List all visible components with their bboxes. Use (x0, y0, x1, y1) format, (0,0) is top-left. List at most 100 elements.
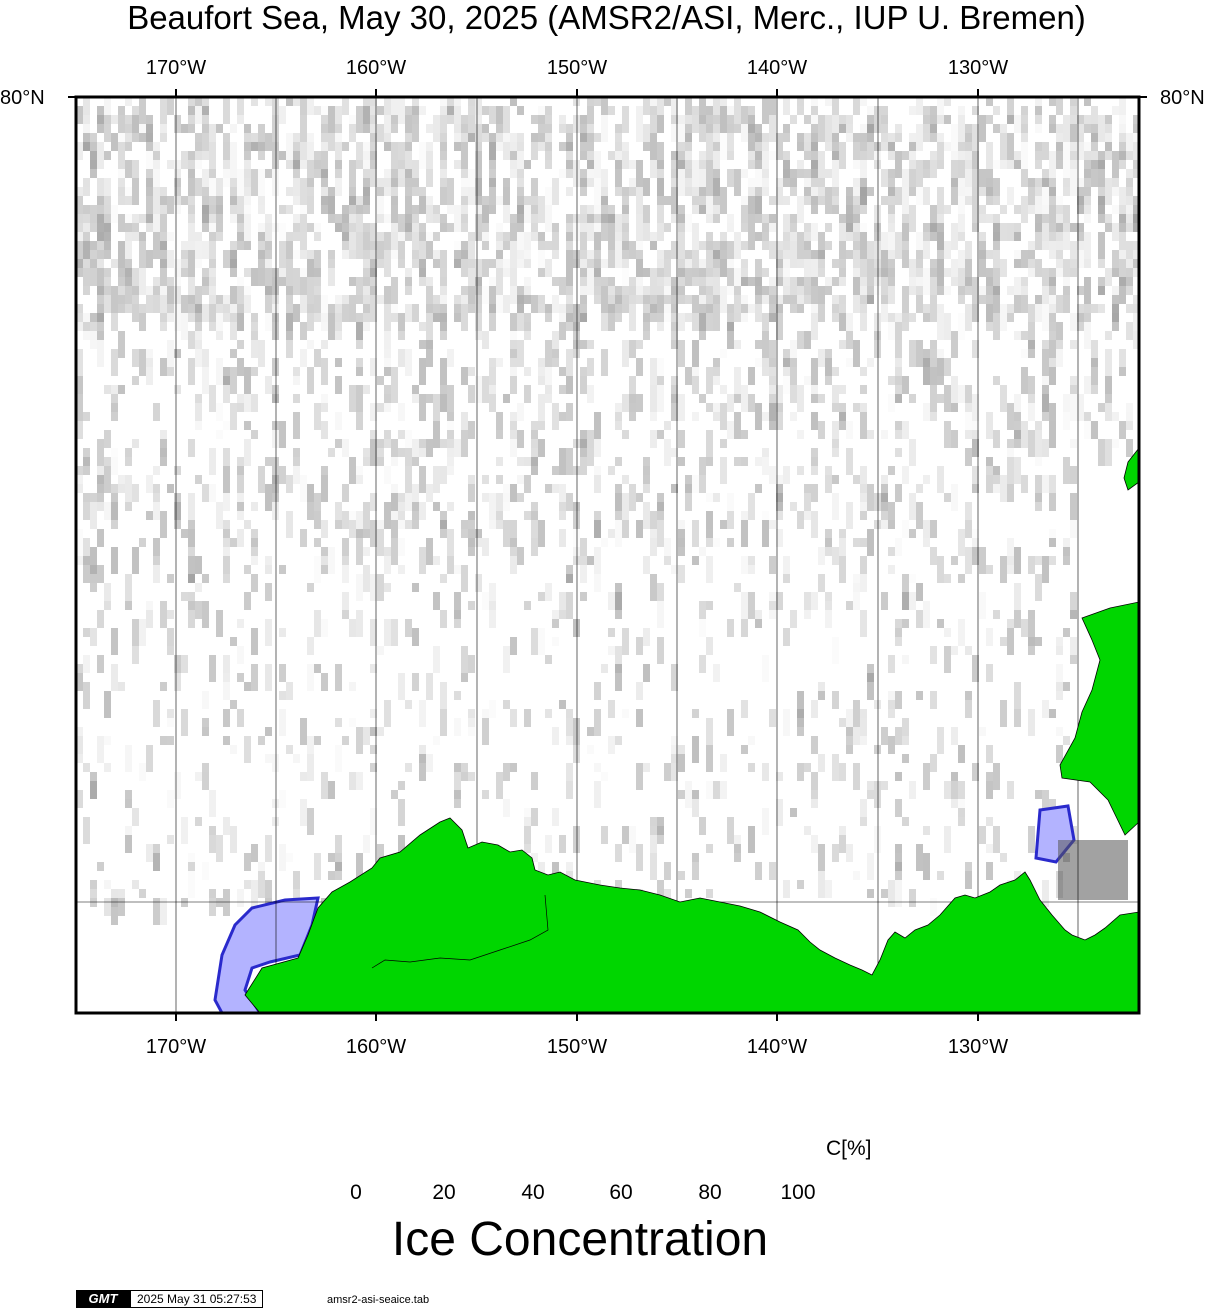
ice-cell (1035, 556, 1042, 565)
ice-cell (475, 214, 482, 241)
ice-cell (244, 394, 251, 412)
ice-cell (181, 241, 188, 250)
ice-cell (160, 295, 167, 322)
ice-cell (671, 124, 678, 142)
ice-cell (97, 178, 104, 205)
ice-cell (356, 160, 363, 169)
ice-cell (993, 268, 1000, 295)
ice-cell (153, 538, 160, 565)
ice-cell (678, 295, 685, 304)
ice-cell (300, 322, 307, 340)
land-alaska (244, 817, 1139, 1013)
ice-cell (657, 430, 664, 439)
ice-cell (881, 430, 888, 439)
ice-cell (293, 133, 300, 142)
ice-cell (839, 385, 846, 394)
ice-cell (223, 736, 230, 745)
ice-cell (104, 385, 111, 394)
ice-cell (1070, 223, 1077, 232)
ice-cell (615, 457, 622, 466)
ice-cell (636, 340, 643, 349)
ice-cell (76, 349, 83, 376)
ice-cell (790, 115, 797, 124)
ice-cell (895, 232, 902, 259)
ice-cell (692, 295, 699, 313)
ice-cell (279, 223, 286, 241)
ice-cell (286, 745, 293, 754)
ice-cell (153, 187, 160, 214)
ice-cell (566, 592, 573, 619)
ice-cell (97, 268, 104, 295)
ice-cell (216, 232, 223, 241)
ice-cell (1091, 358, 1098, 385)
ice-cell (881, 727, 888, 745)
ice-cell (762, 763, 769, 781)
ice-cell (1028, 259, 1035, 277)
map-title: Beaufort Sea, May 30, 2025 (AMSR2/ASI, M… (127, 0, 1086, 36)
ice-cell (762, 331, 769, 358)
ice-cell (860, 610, 867, 637)
ice-cell (587, 214, 594, 223)
ice-cell (349, 196, 356, 205)
ice-cell (559, 448, 566, 475)
ice-cell (818, 844, 825, 871)
ice-cell (797, 691, 804, 718)
ice-cell (937, 160, 944, 169)
ice-cell (895, 133, 902, 142)
ice-cell (391, 376, 398, 403)
ice-cell (895, 448, 902, 457)
ice-cell (412, 394, 419, 403)
ice-cell (1112, 250, 1119, 268)
ice-cell (909, 169, 916, 187)
ice-cell (104, 691, 111, 718)
ice-cell (769, 241, 776, 259)
ice-cell (587, 223, 594, 241)
ice-cell (230, 322, 237, 340)
ice-cell (433, 394, 440, 421)
ice-cell (335, 412, 342, 430)
ice-cell (944, 205, 951, 214)
ice-cell (538, 628, 545, 655)
ice-cell (692, 520, 699, 547)
ice-cell (727, 421, 734, 439)
ice-cell (1049, 709, 1056, 718)
ice-cell (867, 484, 874, 511)
ice-cell (559, 502, 566, 520)
ice-cell (363, 547, 370, 556)
ice-cell (1021, 277, 1028, 286)
ice-cell (1014, 709, 1021, 727)
ice-cell (566, 277, 573, 286)
ice-cell (951, 403, 958, 412)
ice-cell (146, 187, 153, 196)
ice-cell (832, 547, 839, 565)
ice-cell (321, 196, 328, 214)
ice-cell (832, 367, 839, 376)
ice-cell (363, 835, 370, 853)
ice-cell (209, 826, 216, 835)
ice-cell (895, 376, 902, 403)
ice-cell (118, 142, 125, 169)
ice-cell (349, 277, 356, 286)
ice-cell (132, 115, 139, 142)
ice-cell (741, 619, 748, 637)
ice-cell (832, 421, 839, 448)
dark-ice-patch-east (1058, 840, 1128, 900)
ice-cell (503, 205, 510, 223)
ice-cell (958, 385, 965, 403)
ice-cell (1014, 547, 1021, 574)
ice-cell (1098, 259, 1105, 268)
ice-cell (916, 358, 923, 367)
land-prince-patrick-fragment (1123, 447, 1139, 491)
ice-cell (160, 133, 167, 142)
ice-cell (391, 196, 398, 223)
ice-cell (412, 439, 419, 466)
ice-cell (384, 385, 391, 394)
ice-cell (468, 718, 475, 736)
ice-cell (867, 889, 874, 898)
ice-cell (853, 871, 860, 880)
ice-cell (160, 268, 167, 286)
ice-cell (419, 232, 426, 250)
ice-cell (286, 97, 293, 106)
ice-cell (594, 178, 601, 205)
ice-cell (475, 97, 482, 124)
